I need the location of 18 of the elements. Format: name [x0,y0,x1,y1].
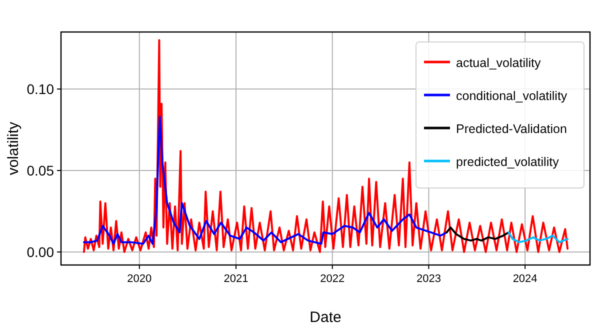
legend-label: actual_volatility [456,56,542,70]
y-tick-label: 0.10 [26,81,54,98]
x-tick-label: 2024 [512,273,538,285]
y-tick-label: 0.05 [26,162,54,178]
line-series [82,116,448,245]
legend-label: predicted_volatility [456,155,560,169]
line-series [82,39,569,253]
legend-label: Predicted-Validation [456,122,567,136]
x-tick-label: 2021 [224,273,248,285]
y-tick-label: 0.00 [26,244,54,260]
y-axis-title: volatility [5,121,22,176]
x-tick-label: 2022 [320,273,345,285]
x-tick-label: 2020 [127,273,152,285]
line-series [446,226,510,242]
legend-label: conditional_volatility [456,89,568,103]
line-series [508,231,569,244]
x-tick-label: 2023 [416,273,441,285]
x-axis-title: Date [310,309,342,326]
